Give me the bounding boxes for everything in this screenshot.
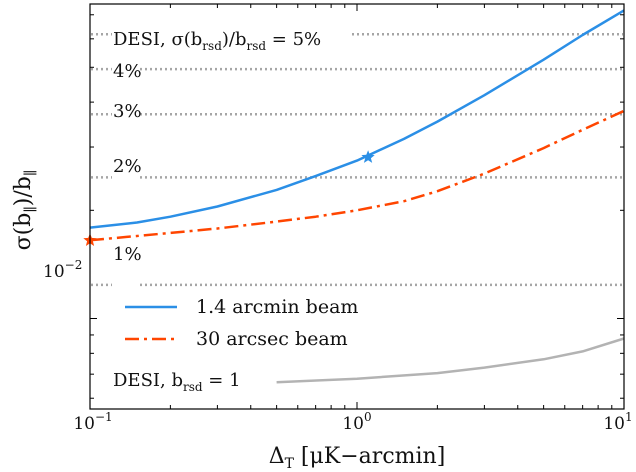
x-tick-label-0-1: 10−1 — [73, 410, 112, 434]
annotation-desi-b-rsd: DESI, brsd = 1 — [113, 370, 241, 394]
ref-label-1pct: 1% — [113, 244, 142, 265]
star-marker-1 — [361, 150, 375, 163]
y-tick-label-0-01: 10−2 — [43, 258, 82, 282]
ref-label-4pct: 4% — [113, 61, 142, 82]
reference-lines — [91, 32, 623, 287]
ref-label-desi-5pct: DESI, σ(brsd)/brsd = 5% — [113, 29, 321, 53]
series-line-30-arcsec-beam — [89, 109, 625, 242]
x-axis-label: ΔT [μK−arcmin] — [269, 444, 446, 472]
ref-label-3pct: 3% — [113, 101, 142, 122]
axis-ticks — [89, 4, 625, 409]
legend-label-1-4-arcmin: 1.4 arcmin beam — [196, 296, 358, 318]
series-line-desi-b-rsd-1 — [276, 337, 625, 384]
legend: 1.4 arcmin beam 30 arcsec beam — [125, 296, 358, 350]
x-tick-label-1: 100 — [342, 410, 371, 434]
series-line-1-4-arcmin-beam — [89, 9, 625, 229]
plot-frame — [89, 3, 625, 410]
ref-label-2pct: 2% — [113, 156, 142, 177]
y-axis-label: σ(b∥)/b∥ — [11, 170, 39, 251]
legend-label-30-arcsec: 30 arcsec beam — [196, 328, 348, 350]
x-tick-label-10: 101 — [603, 410, 632, 434]
series-lines — [89, 9, 625, 384]
